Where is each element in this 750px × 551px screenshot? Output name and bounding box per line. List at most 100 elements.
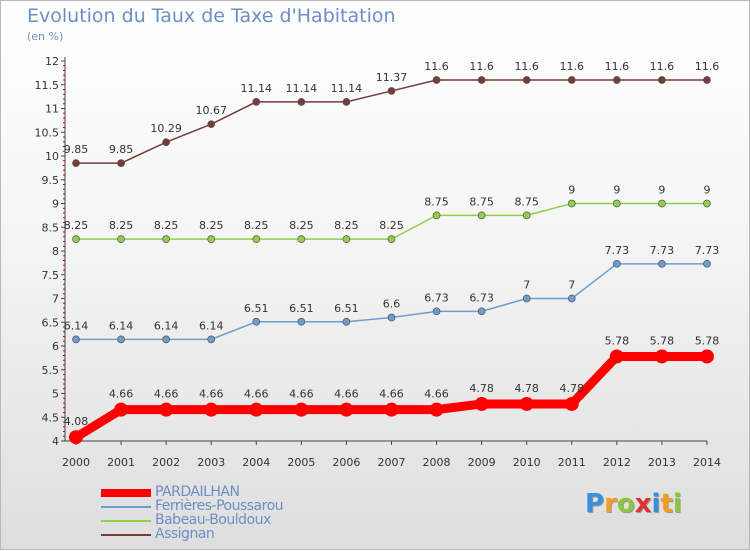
data-point	[654, 349, 669, 364]
data-label: 9	[703, 184, 710, 197]
data-point	[658, 76, 666, 84]
data-label: 8.25	[244, 219, 269, 232]
data-point	[522, 294, 531, 303]
data-label: 9	[568, 184, 575, 197]
data-point	[252, 235, 261, 243]
data-label: 11.6	[424, 60, 449, 73]
data-point	[204, 402, 219, 417]
proxiti-logo: Proxiti	[585, 489, 682, 519]
data-point	[342, 97, 351, 106]
y-tick-label: 6.5	[42, 316, 60, 329]
data-label: 9	[613, 184, 620, 197]
data-label: 11.6	[514, 60, 539, 73]
y-tick-label: 9.5	[42, 174, 60, 187]
data-point	[342, 235, 351, 243]
data-point	[114, 402, 129, 417]
data-point	[612, 199, 621, 208]
series-ferri-res-poussarou: 6.14 6.14 6.14 6.14 6.51 6.51 6.51 6.6 6.73 6.73 7…	[64, 244, 720, 344]
data-point	[72, 335, 80, 344]
data-label: 9.85	[64, 143, 89, 156]
data-point	[297, 97, 306, 106]
data-label: 4.66	[334, 388, 359, 401]
data-point	[567, 199, 576, 208]
data-label: 6.51	[289, 302, 314, 315]
data-point	[297, 317, 306, 326]
data-label: 8.25	[154, 219, 179, 232]
legend-swatch	[101, 534, 151, 536]
legend-label: Assignan	[155, 526, 215, 542]
data-point	[207, 335, 216, 344]
data-point	[249, 402, 264, 417]
x-tick-label: 2004	[242, 456, 270, 469]
data-point	[117, 335, 125, 344]
data-label: 4.66	[379, 388, 404, 401]
data-label: 4.66	[424, 388, 449, 401]
data-point	[432, 307, 441, 316]
data-label: 6.73	[469, 291, 494, 304]
series-babeau-bouldoux: 8.25 8.25 8.25 8.25 8.25 8.25 8.25 8.25 8.75 8.75…	[64, 184, 711, 243]
data-label: 11.6	[695, 60, 720, 73]
data-label: 6.6	[383, 298, 401, 311]
y-tick-label: 9	[52, 198, 59, 211]
x-tick-label: 2000	[62, 456, 90, 469]
data-label: 4.66	[289, 388, 314, 401]
y-tick-label: 4	[52, 435, 59, 448]
data-label: 8.25	[334, 219, 359, 232]
data-point	[564, 396, 579, 411]
legend-label: Babeau-Bouldoux	[155, 512, 271, 528]
data-label: 7.73	[650, 244, 675, 257]
data-label: 7.73	[605, 244, 630, 257]
data-label: 11.6	[469, 60, 494, 73]
x-tick-label: 2001	[107, 456, 135, 469]
data-label: 8.25	[64, 219, 89, 232]
data-label: 5.78	[695, 334, 720, 347]
data-label: 7.73	[695, 244, 720, 257]
data-point	[339, 402, 354, 417]
data-point	[658, 259, 666, 268]
x-tick-label: 2008	[423, 456, 451, 469]
data-label: 4.08	[64, 415, 89, 428]
legend-swatch	[101, 506, 151, 508]
data-point	[387, 87, 396, 95]
y-tick-label: 11.5	[35, 79, 60, 92]
data-point	[387, 313, 396, 322]
data-point	[69, 430, 83, 445]
data-point	[117, 159, 125, 167]
data-label: 8.25	[379, 219, 404, 232]
data-label: 8.25	[199, 219, 224, 232]
legend-swatch	[101, 489, 151, 497]
data-point	[72, 159, 80, 167]
data-label: 11.6	[650, 60, 675, 73]
data-label: 8.75	[469, 195, 494, 208]
legend-label: PARDAILHAN	[155, 484, 240, 500]
series-assignan: 9.85 9.85 10.29 10.67 11.14 11.14 11.14 11.37 11…	[64, 60, 719, 167]
data-point	[384, 402, 399, 417]
y-tick-label: 6	[52, 340, 59, 353]
data-label: 6.14	[154, 319, 179, 332]
data-point	[474, 396, 489, 411]
data-point	[432, 76, 441, 84]
x-tick-label: 2011	[558, 456, 586, 469]
x-tick-label: 2006	[332, 456, 360, 469]
x-tick-label: 2012	[603, 456, 631, 469]
data-point	[432, 211, 441, 220]
legend-swatch	[101, 520, 151, 522]
data-point	[703, 76, 711, 84]
data-point	[297, 235, 306, 243]
data-label: 4.78	[560, 382, 585, 395]
data-label: 4.66	[109, 388, 134, 401]
data-label: 6.14	[199, 319, 224, 332]
data-point	[658, 199, 666, 208]
data-label: 4.78	[514, 382, 539, 395]
data-point	[252, 317, 261, 326]
data-label: 10.29	[150, 122, 182, 135]
data-label: 7	[568, 279, 575, 292]
data-point	[294, 402, 309, 417]
data-label: 11.6	[605, 60, 630, 73]
data-point	[159, 402, 174, 417]
data-label: 11.37	[376, 71, 408, 84]
data-label: 6.73	[424, 291, 449, 304]
x-tick-label: 2002	[152, 456, 180, 469]
data-label: 11.14	[241, 82, 273, 95]
data-point	[429, 402, 444, 417]
